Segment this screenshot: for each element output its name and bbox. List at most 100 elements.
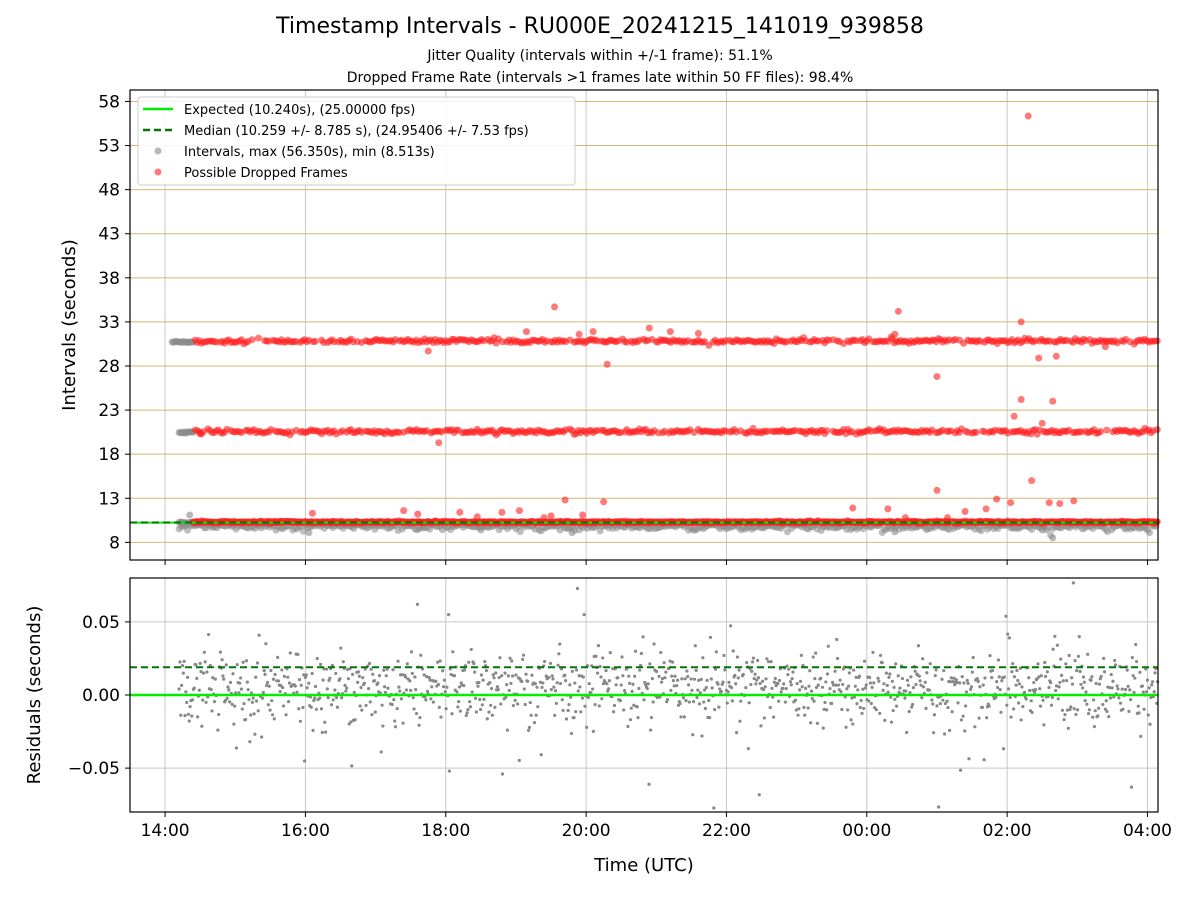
residual-point	[1068, 707, 1072, 712]
residual-point	[658, 695, 662, 699]
residual-point	[570, 669, 574, 673]
residual-point	[811, 655, 815, 659]
residual-point	[598, 664, 602, 669]
residual-point	[962, 681, 966, 685]
residual-point	[1050, 695, 1054, 700]
residual-point	[1090, 675, 1094, 679]
residual-point	[675, 684, 679, 688]
residual-point	[575, 586, 580, 591]
residual-point	[510, 659, 514, 663]
residual-point	[687, 700, 692, 704]
residual-point	[600, 697, 604, 701]
residual-point	[940, 677, 944, 681]
residual-point	[833, 669, 837, 673]
residual-point	[496, 688, 500, 692]
residual-point	[714, 650, 718, 654]
residual-point	[428, 678, 432, 682]
residual-point	[947, 728, 952, 732]
residual-point	[244, 717, 248, 722]
residual-point	[942, 732, 947, 736]
residual-point	[931, 731, 936, 735]
residual-point	[499, 702, 503, 706]
residual-point	[701, 656, 705, 660]
residual-point	[1055, 643, 1059, 647]
residual-point	[1017, 682, 1022, 686]
residual-point	[1113, 658, 1117, 663]
residual-point	[444, 707, 448, 711]
residual-point	[284, 713, 288, 717]
residual-point	[520, 679, 524, 684]
residual-point	[1109, 672, 1113, 677]
residual-point	[417, 723, 421, 727]
residual-point	[578, 685, 582, 689]
residual-point	[230, 702, 234, 707]
residual-point	[180, 683, 184, 687]
residual-point	[425, 675, 429, 679]
residual-point	[891, 708, 895, 713]
residual-point	[427, 676, 431, 680]
residual-point	[564, 717, 569, 721]
residual-point	[626, 724, 630, 729]
residual-point	[250, 700, 254, 704]
residual-point	[237, 691, 241, 695]
residual-point	[1126, 684, 1130, 688]
residual-point	[906, 683, 910, 687]
residual-point	[350, 672, 355, 676]
residual-point	[735, 655, 739, 659]
residual-point	[1004, 614, 1008, 618]
residual-point	[725, 701, 729, 705]
residual-point	[476, 684, 480, 688]
residual-point	[526, 728, 531, 732]
residual-point	[894, 704, 899, 708]
residual-point	[772, 680, 777, 684]
residual-point	[1005, 703, 1009, 707]
residual-point	[705, 678, 709, 682]
residual-point	[245, 680, 249, 684]
residual-point	[1065, 678, 1069, 683]
residual-point	[451, 650, 455, 654]
residual-point	[252, 712, 256, 716]
residual-point	[1083, 699, 1087, 703]
residual-point	[553, 713, 557, 717]
residual-point	[410, 671, 414, 676]
residual-point	[1118, 701, 1123, 705]
residual-point	[616, 676, 620, 680]
residual-point	[339, 646, 343, 650]
residual-point	[470, 690, 474, 694]
dropped-frame-outlier-point	[1056, 500, 1064, 508]
residual-point	[958, 768, 963, 772]
residual-point	[900, 676, 905, 681]
residual-point	[373, 710, 377, 714]
residual-point	[204, 700, 208, 704]
residual-point	[937, 805, 941, 809]
residual-point	[925, 671, 929, 675]
residual-point	[867, 675, 872, 680]
residual-point	[504, 695, 508, 699]
residual-point	[1137, 711, 1141, 715]
residual-point	[1045, 670, 1049, 674]
dropped-frame-rate-subtitle: Dropped Frame Rate (intervals >1 frames …	[346, 70, 854, 86]
residual-point	[799, 653, 803, 657]
residual-point	[752, 677, 756, 681]
residual-point	[500, 674, 504, 678]
legend-dropped-label: Possible Dropped Frames	[184, 166, 348, 181]
dropped-frame-outlier-point	[456, 508, 464, 516]
residual-point	[474, 710, 478, 714]
residual-point	[776, 682, 780, 686]
residual-point	[1091, 715, 1095, 719]
residual-point	[785, 664, 789, 668]
residual-point	[789, 683, 793, 687]
residual-point	[323, 720, 327, 724]
residual-point	[660, 676, 665, 681]
residual-point	[361, 676, 365, 680]
residual-point	[889, 720, 894, 724]
dropped-frame-point	[248, 336, 256, 344]
residual-point	[400, 673, 404, 677]
residual-point	[917, 674, 921, 678]
x-tick-label: 04:00	[1123, 821, 1172, 841]
residual-point	[529, 713, 533, 717]
dropped-frame-outlier-point	[933, 373, 941, 381]
residual-point	[804, 686, 808, 690]
residual-point	[762, 716, 766, 720]
residual-point	[708, 635, 713, 639]
